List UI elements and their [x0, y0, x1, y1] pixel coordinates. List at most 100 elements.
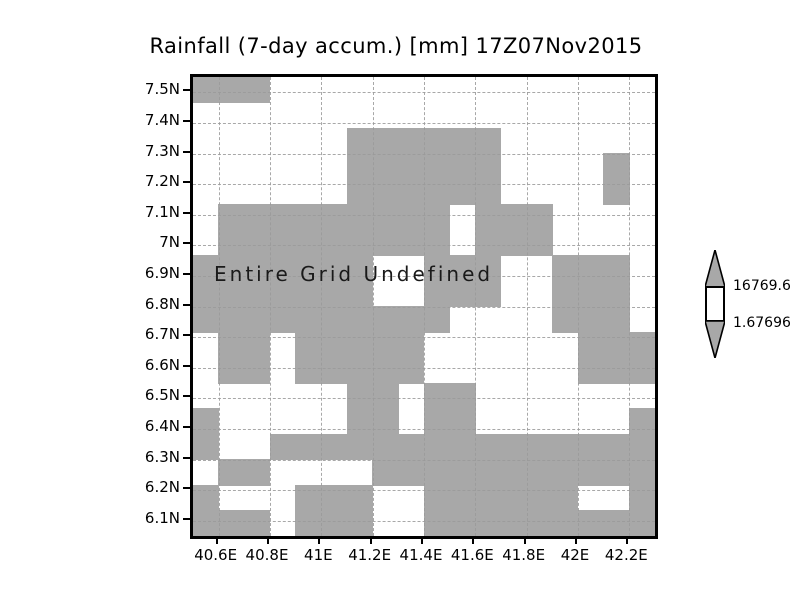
gridline-horizontal — [193, 520, 655, 522]
grid-cell — [346, 433, 374, 460]
x-axis-tick — [626, 536, 629, 544]
grid-cell — [603, 255, 630, 282]
page-title: Rainfall (7-day accum.) [mm] 17Z07Nov201… — [149, 34, 643, 58]
grid-cell — [449, 510, 476, 536]
grid-cell — [526, 433, 553, 460]
grid-cell — [628, 484, 655, 511]
grid-cell — [603, 331, 630, 358]
undefined-annotation: Entire Grid Undefined — [214, 262, 494, 286]
x-axis-tick-label: 41.4E — [399, 546, 443, 564]
colorbar-low-label: 1.67696 — [733, 315, 791, 331]
grid-cell — [577, 357, 605, 384]
y-axis-tick — [183, 456, 190, 459]
gridline-horizontal — [193, 398, 655, 400]
gridline-horizontal — [193, 275, 655, 277]
y-axis-tick-label: 7.1N — [144, 202, 180, 221]
y-axis-tick — [183, 487, 190, 490]
grid-cell — [423, 204, 451, 231]
grid-cell — [500, 459, 528, 486]
grid-cell — [577, 510, 605, 536]
grid-cell — [193, 255, 220, 282]
y-axis-tick — [183, 211, 190, 214]
grid-cell — [372, 204, 399, 231]
grid-cell — [397, 306, 425, 333]
y-axis-tick — [183, 517, 190, 520]
y-axis-tick — [183, 303, 190, 306]
grid-cell — [449, 255, 476, 282]
y-axis-tick — [183, 272, 190, 275]
colorbar-upper-arrow-outline — [705, 250, 725, 287]
colorbar-upper-arrow — [705, 250, 725, 287]
grid-cell — [423, 459, 451, 486]
grid-cell — [243, 255, 271, 282]
gridline-horizontal — [193, 306, 655, 308]
grid-cell — [193, 306, 220, 333]
grid-cell — [474, 280, 502, 307]
grid-cell — [243, 77, 271, 103]
grid-cell — [628, 433, 655, 460]
y-axis-tick — [183, 150, 190, 153]
grid-cell — [449, 408, 476, 435]
grid-cell — [346, 127, 374, 154]
grid-cell — [269, 229, 297, 256]
grid-cell — [295, 255, 322, 282]
grid-cell — [449, 280, 476, 307]
grid-cell — [346, 408, 374, 435]
grid-cell — [397, 204, 425, 231]
grid-cell — [269, 306, 297, 333]
grid-cell — [526, 459, 553, 486]
grid-cell — [269, 433, 297, 460]
y-axis-tick-label: 6.2N — [144, 478, 180, 497]
grid-cell — [577, 433, 605, 460]
grid-cell — [295, 357, 322, 384]
grid-cell — [295, 331, 322, 358]
grid-cell — [295, 306, 322, 333]
x-axis-tick — [318, 536, 321, 544]
grid-cell — [500, 484, 528, 511]
grid-cell — [526, 204, 553, 231]
y-axis-tick — [183, 181, 190, 184]
grid-cell — [218, 77, 245, 103]
x-axis-tick-label: 42E — [560, 546, 590, 564]
grid-cell — [423, 484, 451, 511]
grid-cell — [397, 127, 425, 154]
heatmap-grid — [193, 77, 655, 536]
grid-cell — [500, 204, 528, 231]
grid-cell — [397, 433, 425, 460]
grid-cell — [269, 255, 297, 282]
grid-cell — [603, 306, 630, 333]
x-axis-tick-label: 41.2E — [348, 546, 392, 564]
grid-cell — [551, 255, 579, 282]
grid-cell — [372, 153, 399, 180]
y-axis-tick — [183, 89, 190, 92]
gridline-horizontal — [193, 245, 655, 247]
grid-cell — [474, 229, 502, 256]
y-axis-tick-label: 7.3N — [144, 141, 180, 160]
y-axis-tick-label: 6.1N — [144, 508, 180, 527]
grid-cell — [474, 484, 502, 511]
x-axis-tick — [575, 536, 577, 544]
gridline-horizontal — [193, 184, 655, 186]
grid-cell — [603, 153, 630, 180]
grid-cell — [372, 229, 399, 256]
grid-cell — [423, 280, 451, 307]
grid-cell — [603, 280, 630, 307]
y-axis-tick-label: 7.2N — [144, 172, 180, 191]
gridline-horizontal — [193, 459, 655, 461]
grid-cell — [346, 382, 374, 409]
y-axis-tick-label: 6.5N — [144, 386, 180, 405]
grid-cell — [423, 433, 451, 460]
grid-cell — [397, 331, 425, 358]
colorbar-legend[interactable]: 16769.6 1.67696 — [705, 250, 791, 358]
grid-cell — [603, 178, 630, 205]
grid-cell — [500, 229, 528, 256]
grid-cell — [295, 229, 322, 256]
grid-cell — [449, 484, 476, 511]
grid-cell — [243, 204, 271, 231]
grid-cell — [551, 280, 579, 307]
y-axis-tick-label: 6.7N — [144, 325, 180, 344]
grid-cell — [346, 357, 374, 384]
colorbar-lower-arrow — [705, 321, 725, 358]
grid-cell — [320, 433, 348, 460]
grid-cell — [346, 280, 374, 307]
